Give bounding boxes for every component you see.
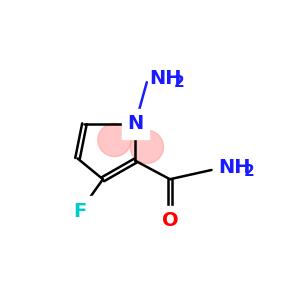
Text: 2: 2 — [173, 75, 184, 90]
Text: N: N — [127, 114, 143, 133]
Circle shape — [98, 123, 131, 157]
Text: NH: NH — [218, 158, 251, 177]
Text: O: O — [162, 211, 178, 230]
Text: F: F — [73, 202, 86, 221]
Circle shape — [130, 130, 164, 164]
Text: 2: 2 — [244, 164, 255, 178]
Text: NH: NH — [149, 69, 182, 88]
